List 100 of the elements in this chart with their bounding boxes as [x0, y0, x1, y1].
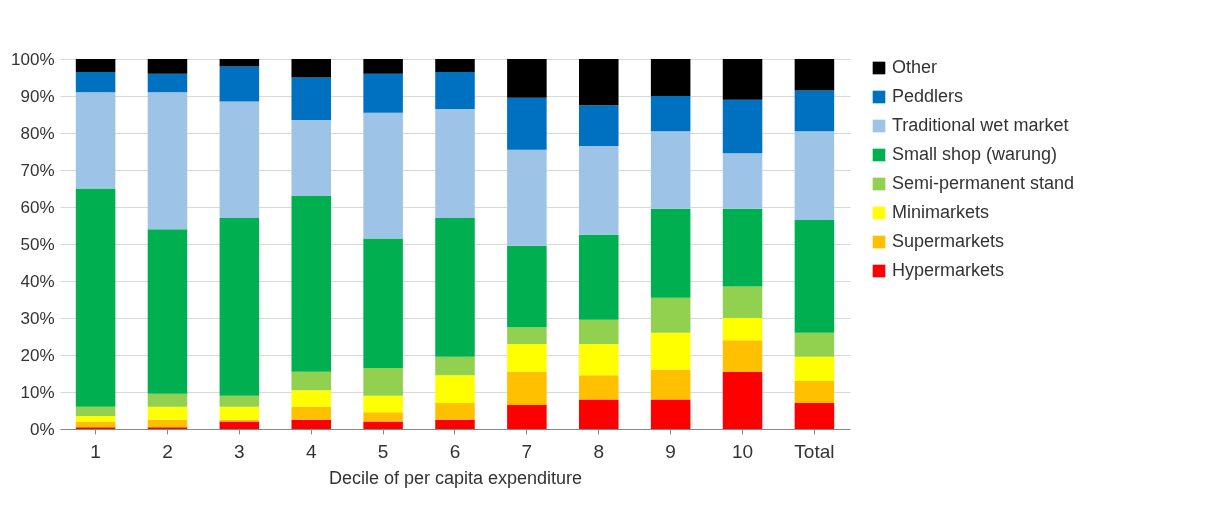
y-tick-label: 30% [20, 308, 55, 328]
bar [579, 375, 619, 400]
bar [650, 369, 691, 400]
bar [435, 108, 475, 219]
bar [291, 419, 331, 429]
bar [722, 371, 763, 429]
y-tick-label: 80% [20, 123, 55, 143]
x-tick-label: Total [794, 440, 835, 462]
bar [363, 238, 403, 368]
bar [794, 403, 835, 429]
bar [579, 399, 619, 429]
bar [650, 131, 691, 209]
bar [722, 286, 763, 318]
bar [363, 367, 403, 396]
x-tick-label: 4 [305, 440, 317, 462]
bar [435, 218, 475, 357]
y-tick-label: 50% [20, 234, 55, 254]
bar [147, 92, 188, 230]
y-tick-label: 60% [20, 197, 55, 217]
bar [650, 399, 691, 429]
legend-label: Traditional wet market [892, 115, 1069, 135]
bar [435, 419, 475, 429]
bar [291, 195, 331, 372]
bar [794, 380, 835, 404]
bar [435, 71, 475, 109]
bar [507, 149, 547, 246]
bar [794, 356, 835, 381]
bar [147, 419, 188, 428]
bar [507, 327, 547, 344]
bar [507, 371, 547, 405]
legend-label: Other [892, 57, 938, 77]
bar [435, 59, 475, 72]
bar [147, 73, 188, 93]
bar [722, 59, 763, 100]
bar [507, 343, 547, 372]
bar [579, 145, 619, 235]
legend-label: Peddlers [892, 86, 964, 106]
bar [507, 97, 547, 150]
y-tick-label: 100% [11, 49, 55, 69]
bar [794, 90, 835, 132]
bar [435, 375, 475, 404]
bar [507, 59, 547, 98]
bar [75, 406, 116, 417]
bar [75, 188, 116, 407]
y-tick-label: 40% [20, 271, 55, 291]
legend-label: Semi-permanent stand [892, 173, 1075, 193]
x-axis-title: Decile of per capita expenditure [328, 467, 583, 488]
bar [75, 92, 116, 189]
bar [435, 356, 475, 376]
bar [147, 406, 188, 420]
bar [291, 406, 331, 420]
bar [363, 59, 403, 74]
x-tick-label: 10 [731, 440, 754, 462]
legend-label: Small shop (warung) [892, 144, 1058, 164]
legend-label: Minimarkets [892, 202, 990, 222]
bar [147, 393, 188, 407]
y-tick-label: 70% [20, 160, 55, 180]
bar [794, 219, 835, 333]
x-tick-label: 7 [521, 440, 533, 462]
bar [722, 318, 763, 341]
bar [579, 343, 619, 376]
bar [219, 218, 260, 396]
x-tick-label: 5 [377, 440, 389, 462]
bar [147, 59, 188, 74]
bar [435, 403, 475, 420]
bar [291, 390, 331, 407]
x-tick-label: 1 [90, 440, 101, 462]
bar [650, 96, 691, 132]
bar [291, 77, 331, 121]
bar [579, 59, 619, 106]
bar [291, 59, 331, 78]
bar [650, 59, 691, 96]
bar [75, 71, 116, 93]
x-tick-label: 3 [234, 440, 245, 462]
bar [722, 208, 763, 287]
y-tick-label: 20% [20, 345, 55, 365]
bar [579, 234, 619, 320]
bar [219, 421, 260, 429]
x-tick-label: 6 [449, 440, 461, 462]
bar [219, 101, 260, 219]
bar [722, 153, 763, 209]
bar [291, 120, 331, 196]
bar [363, 421, 403, 429]
bar [75, 416, 116, 422]
bar [75, 59, 116, 72]
bar [650, 297, 691, 333]
bar [363, 395, 403, 413]
bar [507, 245, 547, 328]
bar [219, 395, 260, 407]
bar [722, 340, 763, 372]
bar [219, 406, 260, 420]
bar [722, 99, 763, 154]
bar [147, 229, 188, 394]
bar [363, 73, 403, 113]
bar [579, 319, 619, 344]
y-tick-label: 0% [29, 419, 55, 439]
bar [219, 66, 260, 102]
bar [219, 59, 260, 67]
bar [794, 131, 835, 220]
y-tick-label: 10% [20, 382, 55, 402]
